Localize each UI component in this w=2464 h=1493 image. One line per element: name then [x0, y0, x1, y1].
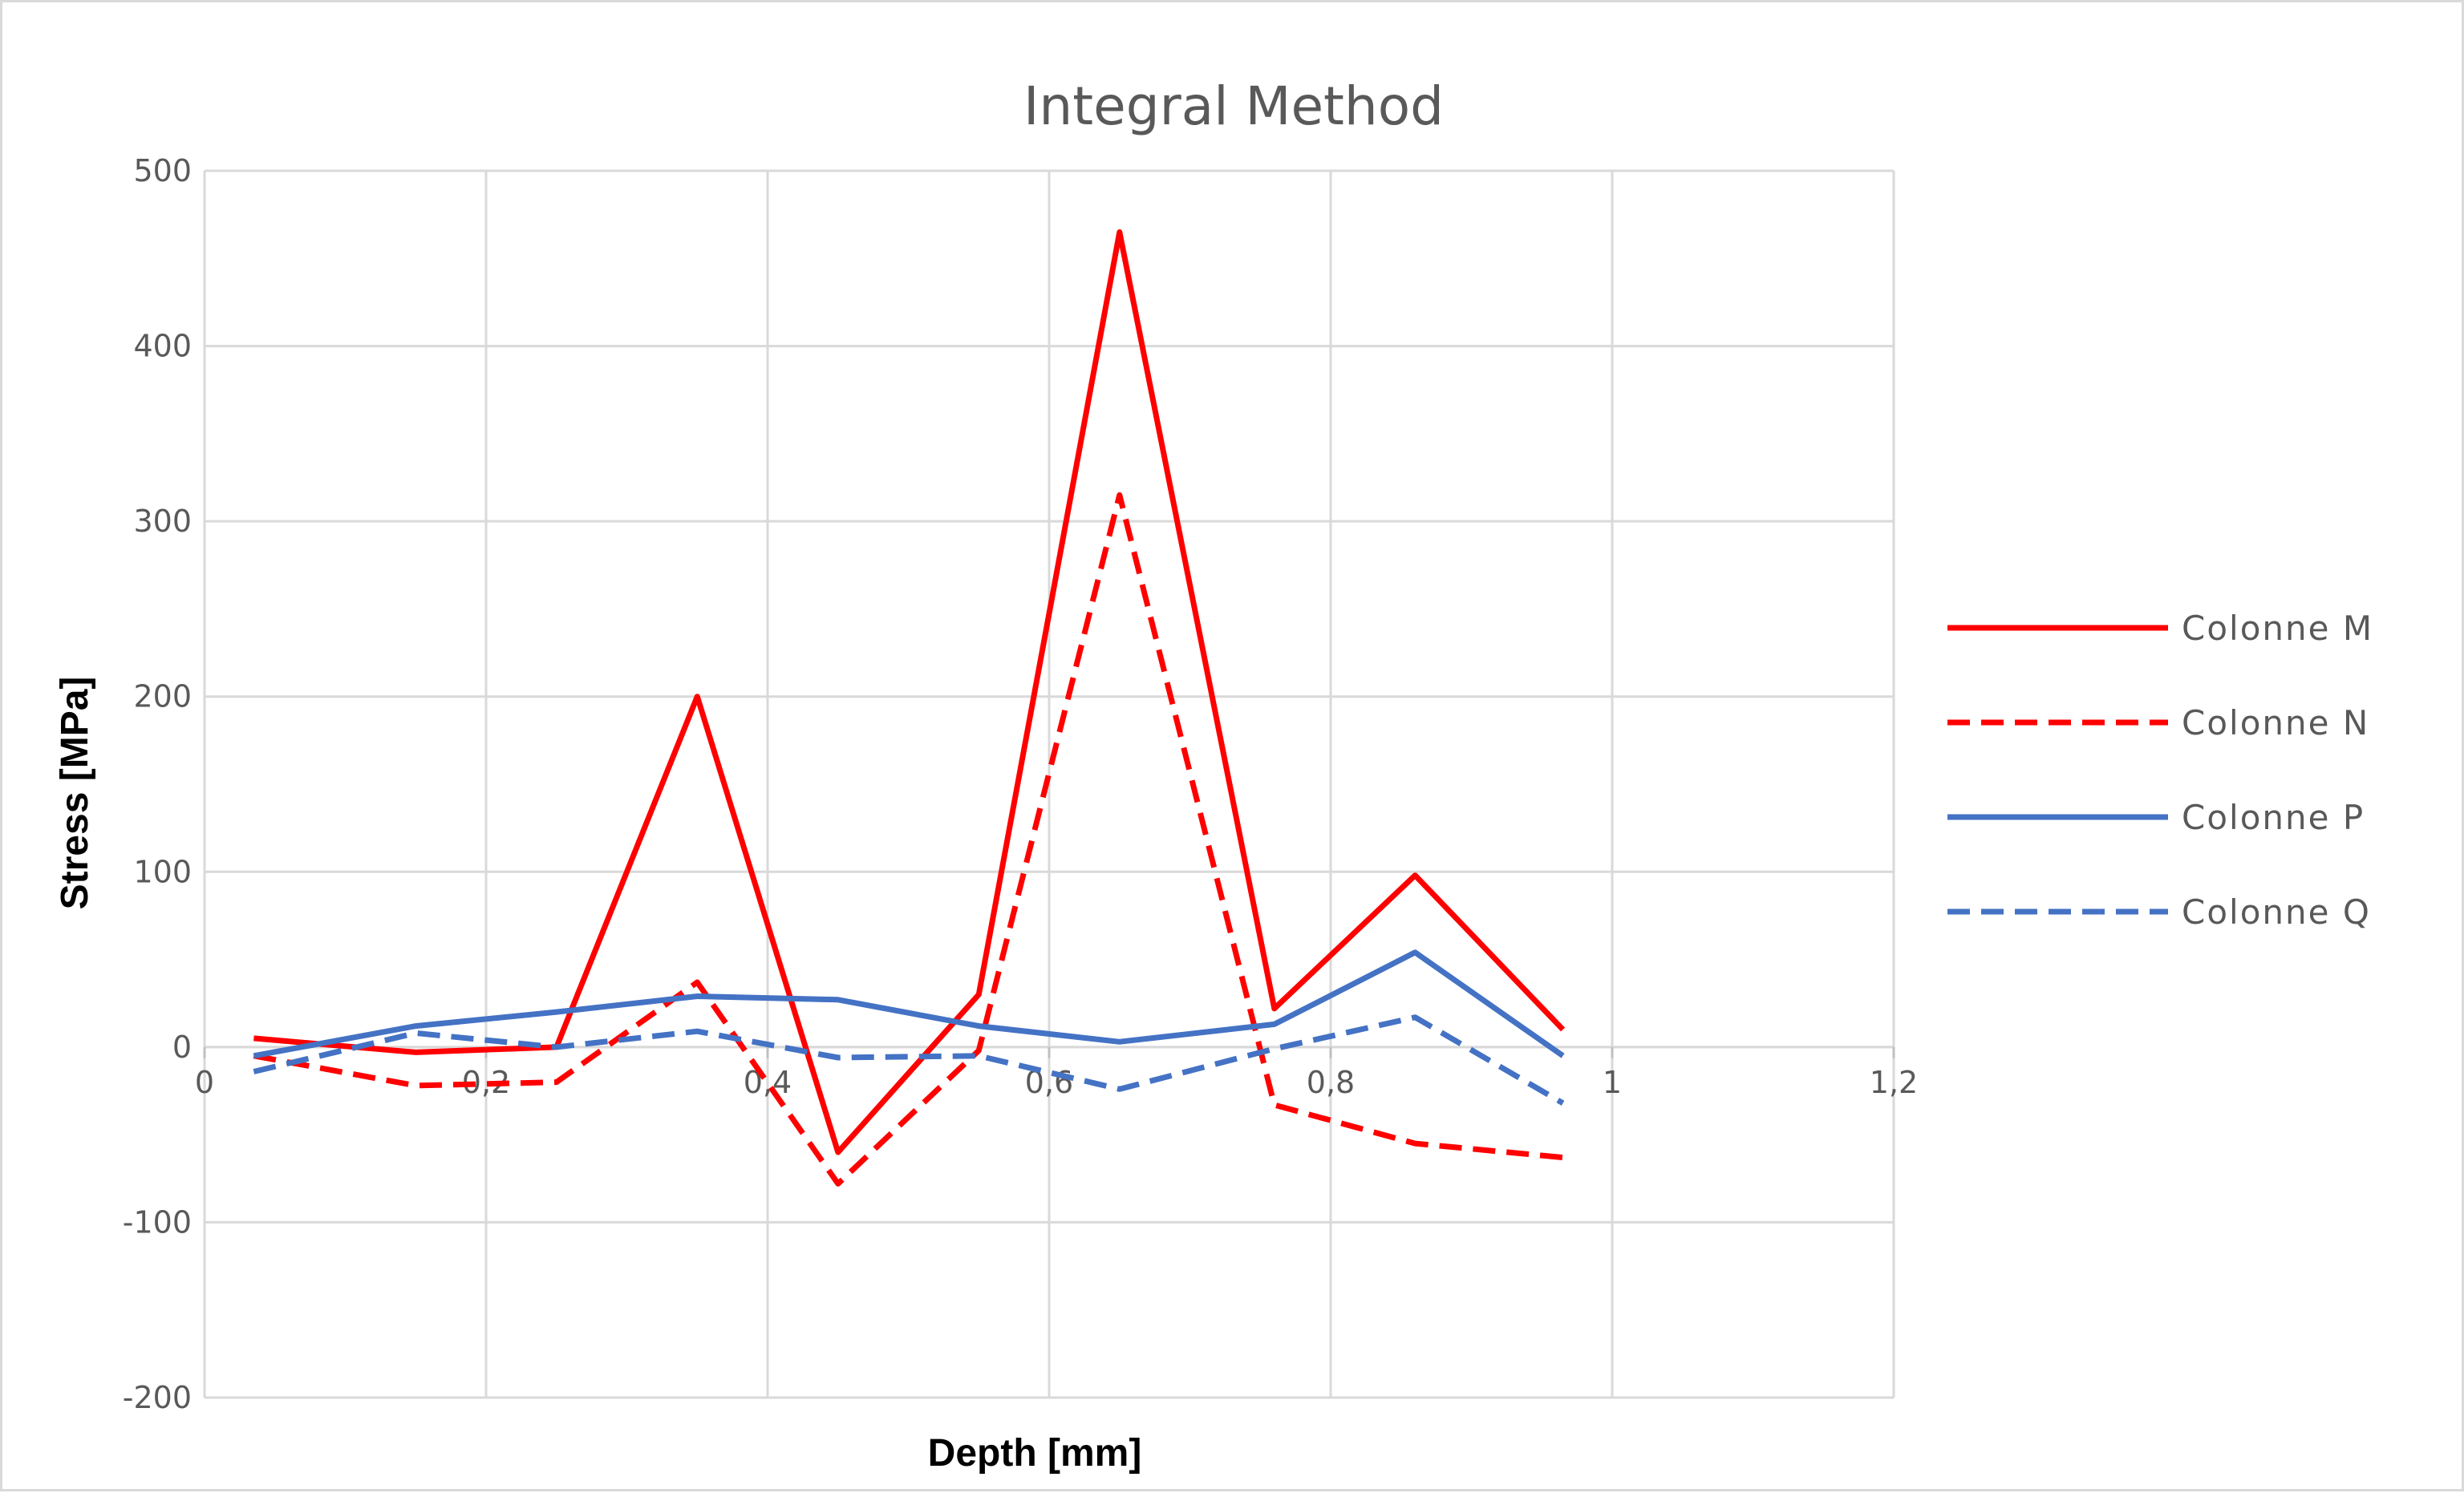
data-point: [1561, 1101, 1566, 1106]
legend-label: Colonne Q: [2182, 892, 2371, 932]
data-point: [554, 1080, 559, 1085]
x-axis-label: Depth [mm]: [928, 1432, 1142, 1475]
data-point: [1412, 950, 1417, 955]
legend: Colonne M Colonne N Colonne P Colonne Q: [1947, 609, 2373, 932]
data-point: [413, 1030, 418, 1035]
data-point: [413, 1024, 418, 1029]
series-layer: [251, 229, 1566, 1187]
series-line: [253, 492, 1563, 1187]
data-point: [554, 1009, 559, 1014]
data-point: [1117, 1039, 1122, 1044]
series-colonne-q: [251, 1014, 1566, 1106]
data-point: [1117, 1086, 1122, 1091]
data-point: [251, 1054, 256, 1058]
data-point: [1561, 1027, 1566, 1032]
data-point: [836, 1181, 841, 1186]
y-tick-label: 0: [172, 1030, 192, 1065]
data-point: [1272, 1103, 1277, 1107]
data-point: [1412, 1141, 1417, 1146]
data-point: [1561, 1054, 1566, 1058]
data-point: [695, 1029, 699, 1034]
y-tick-label: 500: [133, 153, 192, 188]
data-point: [836, 1055, 841, 1060]
legend-label: Colonne N: [2182, 703, 2369, 742]
x-tick-label: 0: [195, 1065, 214, 1100]
y-tick-label: 200: [133, 679, 192, 714]
x-tick-label: 0,8: [1307, 1065, 1355, 1100]
y-tick-label: 100: [133, 854, 192, 889]
y-tick-label: 300: [133, 504, 192, 539]
legend-label: Colonne M: [2182, 609, 2373, 648]
series-line: [253, 229, 1566, 1155]
data-point: [554, 1045, 559, 1050]
series-line: [253, 949, 1565, 1059]
data-point: [695, 694, 699, 699]
data-point: [1272, 1022, 1277, 1026]
legend-label: Colonne P: [2182, 798, 2365, 837]
data-point: [251, 1069, 256, 1074]
data-point: [976, 1048, 981, 1053]
y-tick-label: -100: [123, 1204, 192, 1240]
legend-item: Colonne N: [1947, 703, 2369, 742]
data-point: [1412, 873, 1417, 878]
y-tick-label: -200: [123, 1380, 192, 1415]
data-point: [695, 993, 699, 998]
data-point: [836, 997, 841, 1002]
data-point: [413, 1083, 418, 1088]
data-point: [251, 1036, 256, 1041]
y-tick-label: 400: [133, 329, 192, 364]
series-line: [253, 1014, 1565, 1106]
data-point: [1272, 1006, 1277, 1011]
legend-item: Colonne P: [1947, 798, 2365, 837]
series-colonne-p: [251, 949, 1566, 1059]
series-colonne-m: [251, 229, 1566, 1155]
y-axis-label: Stress [MPa]: [54, 677, 96, 910]
gridlines: [203, 169, 1895, 1399]
y-axis-ticks: -200 -100 0 100 200 300 400 500: [123, 153, 192, 1415]
chart-title: Integral Method: [1023, 75, 1444, 137]
data-point: [1117, 492, 1122, 497]
data-point: [1561, 1155, 1566, 1160]
data-point: [1117, 230, 1122, 235]
data-point: [976, 992, 981, 997]
x-axis-ticks: 0 0,2 0,4 0,6 0,8 1 1,2: [195, 1065, 1918, 1100]
data-point: [1272, 1046, 1277, 1051]
x-tick-label: 0,4: [744, 1065, 792, 1100]
legend-item: Colonne Q: [1947, 892, 2371, 932]
data-point: [836, 1150, 841, 1155]
data-point: [976, 1024, 981, 1029]
data-point: [413, 1050, 418, 1054]
data-point: [1412, 1015, 1417, 1020]
x-tick-label: 1,2: [1870, 1065, 1918, 1100]
data-point: [695, 980, 699, 985]
series-colonne-n: [253, 492, 1566, 1187]
legend-item: Colonne M: [1947, 609, 2373, 648]
data-point: [976, 1054, 981, 1058]
x-tick-label: 1: [1603, 1065, 1622, 1100]
